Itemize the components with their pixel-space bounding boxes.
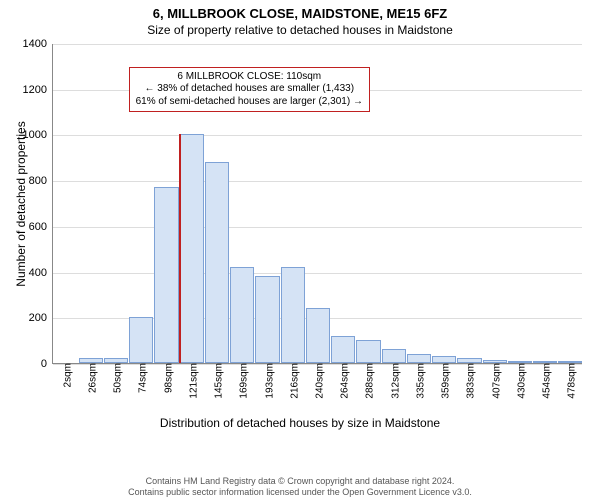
histogram-bar [356,340,380,363]
histogram-bar [407,354,431,363]
gridline [53,273,582,274]
footer-line2: Contains public sector information licen… [0,487,600,498]
chart-title-desc: Size of property relative to detached ho… [0,21,600,41]
x-tick-label: 74sqm [134,363,149,393]
gridline [53,227,582,228]
x-tick-label: 264sqm [336,363,351,399]
histogram-bar [382,349,406,363]
x-tick-label: 430sqm [512,363,527,399]
annotation-line: ← 38% of detached houses are smaller (1,… [136,83,363,96]
y-axis-title: Number of detached properties [14,121,28,286]
x-tick-label: 407sqm [487,363,502,399]
x-tick-label: 312sqm [386,363,401,399]
annotation-line: 6 MILLBROOK CLOSE: 110sqm [136,71,363,84]
x-tick-label: 50sqm [109,363,124,393]
x-tick-label: 2sqm [58,363,73,387]
gridline [53,135,582,136]
histogram-bar [230,267,254,363]
histogram-bar [154,187,178,363]
x-tick-label: 26sqm [83,363,98,393]
y-tick-label: 800 [29,175,53,187]
x-tick-label: 240sqm [311,363,326,399]
histogram-bar [180,134,204,363]
annotation-line: 61% of semi-detached houses are larger (… [136,96,363,109]
x-tick-label: 121sqm [184,363,199,399]
histogram-bar [432,356,456,363]
x-tick-label: 454sqm [538,363,553,399]
x-tick-label: 288sqm [361,363,376,399]
footer-attribution: Contains HM Land Registry data © Crown c… [0,476,600,498]
y-tick-label: 200 [29,312,53,324]
x-tick-label: 478sqm [563,363,578,399]
property-marker-line [179,134,181,363]
y-tick-label: 1200 [23,84,53,96]
chart-container: Number of detached properties 0200400600… [0,40,600,440]
histogram-bar [129,317,153,363]
x-tick-label: 169sqm [235,363,250,399]
y-tick-label: 600 [29,221,53,233]
gridline [53,181,582,182]
y-tick-label: 1000 [23,129,53,141]
x-tick-label: 383sqm [462,363,477,399]
histogram-bar [255,276,279,363]
histogram-bar [331,336,355,363]
x-axis-title: Distribution of detached houses by size … [0,416,600,430]
x-tick-label: 335sqm [411,363,426,399]
x-tick-label: 216sqm [285,363,300,399]
x-tick-label: 145sqm [210,363,225,399]
annotation-box: 6 MILLBROOK CLOSE: 110sqm← 38% of detach… [129,67,370,113]
plot-area: 02004006008001000120014002sqm26sqm50sqm7… [52,44,582,364]
x-tick-label: 193sqm [260,363,275,399]
gridline [53,44,582,45]
y-tick-label: 400 [29,267,53,279]
footer-line1: Contains HM Land Registry data © Crown c… [0,476,600,487]
chart-title-address: 6, MILLBROOK CLOSE, MAIDSTONE, ME15 6FZ [0,0,600,21]
x-tick-label: 359sqm [437,363,452,399]
x-tick-label: 98sqm [159,363,174,393]
histogram-bar [205,162,229,363]
y-tick-label: 1400 [23,38,53,50]
histogram-bar [281,267,305,363]
histogram-bar [306,308,330,363]
y-tick-label: 0 [41,358,53,370]
